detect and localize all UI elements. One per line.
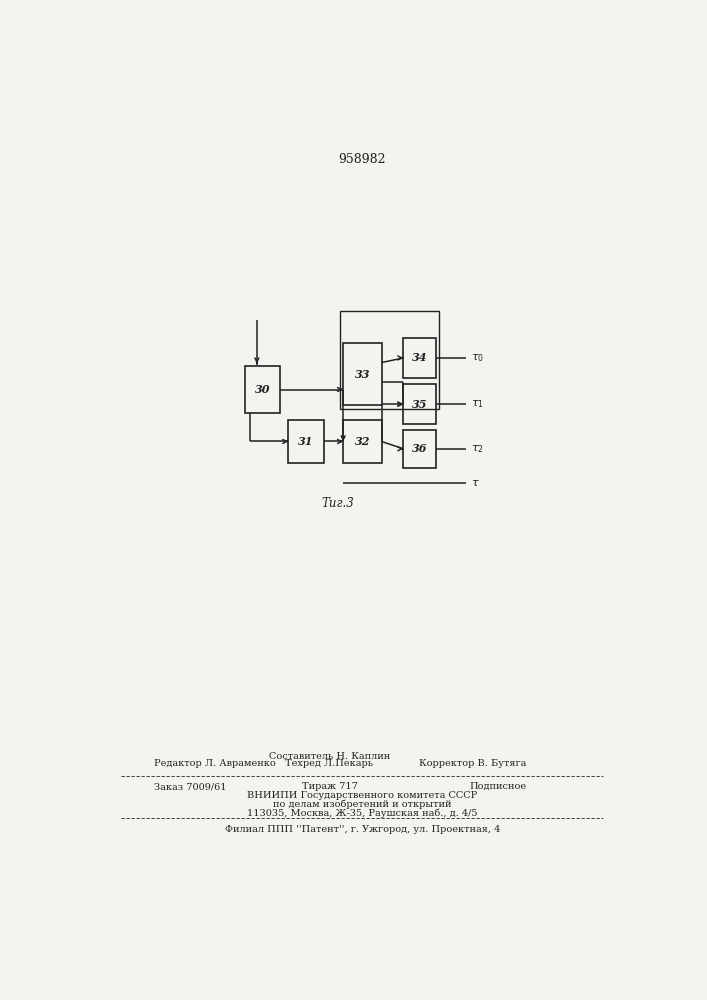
Bar bbox=[404, 338, 436, 378]
Text: Корректор В. Бутяга: Корректор В. Бутяга bbox=[419, 759, 527, 768]
Text: ВНИИПИ Государственного комитета СССР: ВНИИПИ Государственного комитета СССР bbox=[247, 791, 477, 800]
Bar bbox=[404, 430, 436, 468]
Text: Тираж 717: Тираж 717 bbox=[301, 782, 358, 791]
Text: 32: 32 bbox=[355, 436, 370, 447]
Text: Филиал ППП ''Патент'', г. Ужгород, ул. Проектная, 4: Филиал ППП ''Патент'', г. Ужгород, ул. П… bbox=[225, 825, 500, 834]
Text: 30: 30 bbox=[255, 384, 270, 395]
Text: $\tau_2$: $\tau_2$ bbox=[471, 443, 484, 455]
Bar bbox=[288, 420, 324, 463]
Text: 34: 34 bbox=[412, 352, 428, 363]
Text: Техред Л.Пекарь: Техред Л.Пекарь bbox=[286, 759, 373, 768]
Text: Подписное: Подписное bbox=[469, 782, 527, 791]
Bar bbox=[341, 311, 439, 409]
Text: Составитель Н. Каплин: Составитель Н. Каплин bbox=[269, 752, 390, 761]
Text: 113035, Москва, Ж-35, Раушская наб., д. 4/5: 113035, Москва, Ж-35, Раушская наб., д. … bbox=[247, 808, 478, 818]
Bar bbox=[343, 420, 382, 463]
Text: 35: 35 bbox=[412, 399, 428, 410]
Bar bbox=[404, 384, 436, 424]
Bar bbox=[343, 343, 382, 405]
Text: 958982: 958982 bbox=[339, 153, 386, 166]
Text: Редактор Л. Авраменко: Редактор Л. Авраменко bbox=[154, 759, 276, 768]
Text: $\tau_1$: $\tau_1$ bbox=[471, 398, 484, 410]
Bar bbox=[245, 366, 280, 413]
Text: 36: 36 bbox=[412, 443, 428, 454]
Text: $\tau$: $\tau$ bbox=[471, 478, 479, 488]
Text: Τиг.3: Τиг.3 bbox=[321, 497, 354, 510]
Text: Заказ 7009/61: Заказ 7009/61 bbox=[154, 782, 227, 791]
Text: 33: 33 bbox=[355, 369, 370, 380]
Text: 31: 31 bbox=[298, 436, 314, 447]
Text: $\tau_0$: $\tau_0$ bbox=[471, 352, 484, 364]
Text: по делам изобретений и открытий: по делам изобретений и открытий bbox=[273, 800, 452, 809]
